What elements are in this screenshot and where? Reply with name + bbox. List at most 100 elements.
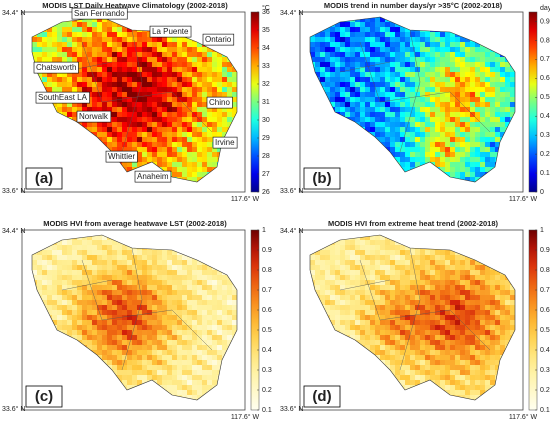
map-cell (420, 97, 426, 103)
map-cell (470, 77, 476, 83)
map-cell (77, 315, 83, 321)
map-cell (455, 57, 461, 63)
map-cell (227, 72, 233, 78)
map-cell (395, 107, 401, 113)
map-cell (182, 330, 188, 336)
map-cell (147, 122, 153, 128)
map-cell (77, 67, 83, 73)
map-cell (202, 92, 208, 98)
map-cell (47, 290, 53, 296)
map-cell (212, 330, 218, 336)
map-cell (192, 122, 198, 128)
map-cell (182, 290, 188, 296)
map-cell (107, 330, 113, 336)
map-cell (177, 37, 183, 43)
map-cell (37, 52, 43, 58)
map-cell (167, 315, 173, 321)
city-border (131, 29, 143, 83)
map-cell (440, 52, 446, 58)
map-cell (127, 37, 133, 43)
map-cell (162, 122, 168, 128)
map-cell (102, 275, 108, 281)
map-cell (222, 320, 228, 326)
map-cell (142, 315, 148, 321)
map-cell (440, 42, 446, 48)
map-cell (340, 72, 346, 78)
map-cell (182, 280, 188, 286)
map-cell (335, 57, 341, 63)
map-cell (167, 265, 173, 271)
map-cell (152, 265, 158, 271)
map-cell (450, 132, 456, 138)
map-cell (127, 167, 133, 173)
map-cell (207, 137, 213, 143)
map-cell (147, 310, 153, 316)
map-cell (137, 92, 143, 98)
map-cell (197, 92, 203, 98)
map-cell (425, 77, 431, 83)
map-cell (217, 360, 223, 366)
map-cell (162, 325, 168, 331)
map-cell (197, 67, 203, 73)
map-cell (127, 77, 133, 83)
map-cell (132, 132, 138, 138)
map-cell (207, 152, 213, 158)
map-cell (455, 82, 461, 88)
map-cell (122, 340, 128, 346)
map-cell (485, 92, 491, 98)
place-box (33, 61, 79, 74)
map-cell (460, 107, 466, 113)
map-cell (182, 255, 188, 261)
map-cell (142, 295, 148, 301)
map-cell (217, 82, 223, 88)
map-cell (370, 122, 376, 128)
map-cell (152, 270, 158, 276)
map-cell (420, 107, 426, 113)
map-cell (505, 122, 511, 128)
map-cell (127, 280, 133, 286)
map-cell (87, 67, 93, 73)
map-cell (410, 67, 416, 73)
map-cell (122, 142, 128, 148)
map-cell (500, 72, 506, 78)
map-cell (490, 87, 496, 93)
map-cell (182, 260, 188, 266)
map-cell (92, 72, 98, 78)
map-cell (450, 72, 456, 78)
map-cell (97, 132, 103, 138)
map-cell (475, 82, 481, 88)
map-cell (82, 82, 88, 88)
map-cell (167, 300, 173, 306)
map-cell (97, 345, 103, 351)
map-cell (460, 172, 466, 178)
map-cell (400, 127, 406, 133)
map-cell (460, 147, 466, 153)
map-cell (212, 132, 218, 138)
map-cell (182, 47, 188, 53)
map-cell (335, 87, 341, 93)
map-cell (52, 82, 58, 88)
map-cell (207, 300, 213, 306)
map-cell (360, 72, 366, 78)
map-cell (167, 97, 173, 103)
map-cell (142, 340, 148, 346)
map-cell (197, 300, 203, 306)
map-cell (97, 72, 103, 78)
map-cell (325, 87, 331, 93)
map-cell (107, 300, 113, 306)
map-cell (182, 117, 188, 123)
map-cell (227, 300, 233, 306)
map-cell (147, 305, 153, 311)
map-cell (87, 345, 93, 351)
map-cell (132, 330, 138, 336)
map-cell (77, 320, 83, 326)
map-cell (380, 57, 386, 63)
map-cell (52, 320, 58, 326)
map-cell (132, 117, 138, 123)
map-cell (455, 92, 461, 98)
map-cell (92, 315, 98, 321)
map-cell (395, 72, 401, 78)
map-cell (142, 275, 148, 281)
map-cell (32, 260, 38, 266)
place-box (134, 170, 172, 183)
